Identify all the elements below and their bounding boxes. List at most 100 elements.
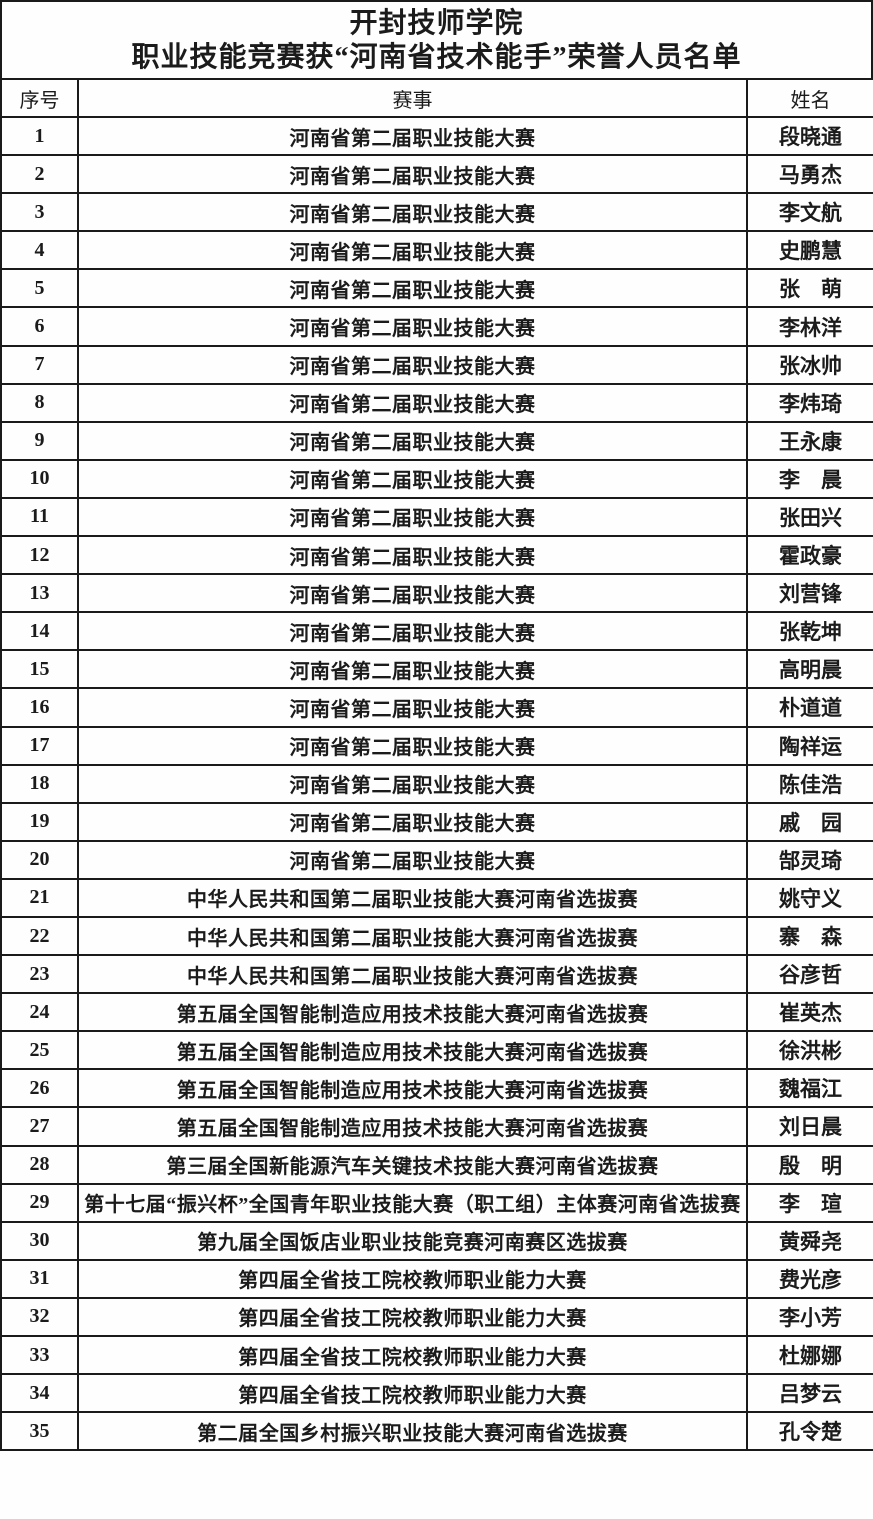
row-name: 李 晨 xyxy=(746,458,873,499)
row-event: 河南省第二届职业技能大赛 xyxy=(77,611,748,652)
row-serial: 6 xyxy=(0,306,79,347)
row-event: 河南省第二届职业技能大赛 xyxy=(77,192,748,233)
row-name: 朴道道 xyxy=(746,687,873,728)
table-row: 14 河南省第二届职业技能大赛 张乾坤 xyxy=(0,611,873,652)
row-event: 河南省第二届职业技能大赛 xyxy=(77,230,748,271)
row-name: 刘日晨 xyxy=(746,1106,873,1147)
row-event: 第四届全省技工院校教师职业能力大赛 xyxy=(77,1258,748,1299)
row-serial: 23 xyxy=(0,954,79,995)
table-row: 21 中华人民共和国第二届职业技能大赛河南省选拔赛 姚守义 xyxy=(0,877,873,918)
row-name: 姚守义 xyxy=(746,877,873,918)
row-serial: 20 xyxy=(0,839,79,880)
row-serial: 26 xyxy=(0,1068,79,1109)
row-serial: 24 xyxy=(0,992,79,1033)
row-serial: 9 xyxy=(0,420,79,461)
row-name: 史鹏慧 xyxy=(746,230,873,271)
table-row: 3 河南省第二届职业技能大赛 李文航 xyxy=(0,192,873,233)
row-serial: 14 xyxy=(0,611,79,652)
row-name: 段晓通 xyxy=(746,115,873,157)
table-row: 16 河南省第二届职业技能大赛 朴道道 xyxy=(0,687,873,728)
title-line-1: 开封技师学院 xyxy=(349,8,524,39)
row-serial: 31 xyxy=(0,1258,79,1299)
table-row: 2 河南省第二届职业技能大赛 马勇杰 xyxy=(0,154,873,195)
row-name: 黄舜尧 xyxy=(746,1220,873,1261)
row-name: 张 萌 xyxy=(746,268,873,309)
row-event: 中华人民共和国第二届职业技能大赛河南省选拔赛 xyxy=(77,915,748,957)
row-serial: 12 xyxy=(0,535,79,576)
row-event: 河南省第二届职业技能大赛 xyxy=(77,649,748,690)
row-serial: 21 xyxy=(0,877,79,918)
row-event: 河南省第二届职业技能大赛 xyxy=(77,115,748,157)
table-row: 33 第四届全省技工院校教师职业能力大赛 杜娜娜 xyxy=(0,1334,873,1376)
row-serial: 19 xyxy=(0,801,79,842)
table-row: 18 河南省第二届职业技能大赛 陈佳浩 xyxy=(0,763,873,804)
row-serial: 17 xyxy=(0,725,79,766)
table-row: 23 中华人民共和国第二届职业技能大赛河南省选拔赛 谷彦哲 xyxy=(0,954,873,995)
row-event: 第五届全国智能制造应用技术技能大赛河南省选拔赛 xyxy=(77,1106,748,1147)
row-event: 河南省第二届职业技能大赛 xyxy=(77,154,748,195)
table-row: 12 河南省第二届职业技能大赛 霍政豪 xyxy=(0,535,873,576)
row-serial: 10 xyxy=(0,458,79,499)
row-serial: 7 xyxy=(0,344,79,385)
table-row: 34 第四届全省技工院校教师职业能力大赛 吕梦云 xyxy=(0,1373,873,1414)
row-serial: 5 xyxy=(0,268,79,309)
row-serial: 27 xyxy=(0,1106,79,1147)
column-header-name: 姓名 xyxy=(746,78,873,118)
row-name: 刘营锋 xyxy=(746,573,873,614)
row-serial: 2 xyxy=(0,154,79,195)
row-name: 谷彦哲 xyxy=(746,954,873,995)
row-serial: 18 xyxy=(0,763,79,804)
row-name: 张乾坤 xyxy=(746,611,873,652)
title-line-2: 职业技能竞赛获“河南省技术能手”荣誉人员名单 xyxy=(131,42,742,73)
row-name: 寨 森 xyxy=(746,915,873,957)
table-row: 20 河南省第二届职业技能大赛 郜灵琦 xyxy=(0,839,873,880)
row-name: 陈佳浩 xyxy=(746,763,873,804)
table-row: 25 第五届全国智能制造应用技术技能大赛河南省选拔赛 徐洪彬 xyxy=(0,1030,873,1071)
table-row: 5 河南省第二届职业技能大赛张 萌 xyxy=(0,268,873,309)
row-event: 河南省第二届职业技能大赛 xyxy=(77,344,748,385)
row-event: 河南省第二届职业技能大赛 xyxy=(77,839,748,880)
table-row: 4 河南省第二届职业技能大赛 史鹏慧 xyxy=(0,230,873,271)
table-row: 35 第二届全国乡村振兴职业技能大赛河南省选拔赛 孔令楚 xyxy=(0,1411,873,1452)
table-row: 13 河南省第二届职业技能大赛 刘营锋 xyxy=(0,573,873,614)
row-event: 河南省第二届职业技能大赛 xyxy=(77,306,748,347)
table-row: 32 第四届全省技工院校教师职业能力大赛 李小芳 xyxy=(0,1296,873,1338)
row-serial: 33 xyxy=(0,1334,79,1376)
row-serial: 15 xyxy=(0,649,79,690)
row-event: 中华人民共和国第二届职业技能大赛河南省选拔赛 xyxy=(77,954,748,995)
table-row: 7 河南省第二届职业技能大赛 张冰帅 xyxy=(0,344,873,385)
row-serial: 30 xyxy=(0,1220,79,1261)
row-serial: 3 xyxy=(0,192,79,233)
row-name: 殷 明 xyxy=(746,1144,873,1185)
row-name: 吕梦云 xyxy=(746,1373,873,1414)
row-event: 第九届全国饭店业职业技能竞赛河南赛区选拔赛 xyxy=(77,1220,748,1261)
table-row: 11 河南省第二届职业技能大赛 张田兴 xyxy=(0,496,873,538)
row-name: 陶祥运 xyxy=(746,725,873,766)
row-name: 王永康 xyxy=(746,420,873,461)
row-serial: 28 xyxy=(0,1144,79,1185)
table-body: 1 河南省第二届职业技能大赛 段晓通 2 河南省第二届职业技能大赛 马勇杰 3 河南省第二届职… xyxy=(0,115,873,1452)
row-name: 孔令楚 xyxy=(746,1411,873,1452)
row-serial: 16 xyxy=(0,687,79,728)
table-header-row: 序号 赛事 姓名 xyxy=(0,78,873,118)
row-name: 李炜琦 xyxy=(746,382,873,423)
table-row: 28 第三届全国新能源汽车关键技术技能大赛河南省选拔赛殷 明 xyxy=(0,1144,873,1185)
row-name: 杜娜娜 xyxy=(746,1334,873,1376)
row-serial: 1 xyxy=(0,115,79,157)
row-name: 李小芳 xyxy=(746,1296,873,1338)
table-row: 24 第五届全国智能制造应用技术技能大赛河南省选拔赛 崔英杰 xyxy=(0,992,873,1033)
row-event: 河南省第二届职业技能大赛 xyxy=(77,801,748,842)
row-event: 河南省第二届职业技能大赛 xyxy=(77,382,748,423)
table-row: 15 河南省第二届职业技能大赛 高明晨 xyxy=(0,649,873,690)
table-row: 9 河南省第二届职业技能大赛 王永康 xyxy=(0,420,873,461)
row-name: 戚 园 xyxy=(746,801,873,842)
honor-roll-table: 序号 赛事 姓名 1 河南省第二届职业技能大赛 段晓通 2 河南省第二届职业技能大赛 马勇… xyxy=(0,78,873,1452)
row-name: 费光彦 xyxy=(746,1258,873,1299)
row-name: 马勇杰 xyxy=(746,154,873,195)
row-name: 徐洪彬 xyxy=(746,1030,873,1071)
document-title: 开封技师学院 职业技能竞赛获“河南省技术能手”荣誉人员名单 xyxy=(0,0,873,78)
table-row: 17 河南省第二届职业技能大赛 陶祥运 xyxy=(0,725,873,766)
row-event: 河南省第二届职业技能大赛 xyxy=(77,573,748,614)
row-event: 河南省第二届职业技能大赛 xyxy=(77,535,748,576)
